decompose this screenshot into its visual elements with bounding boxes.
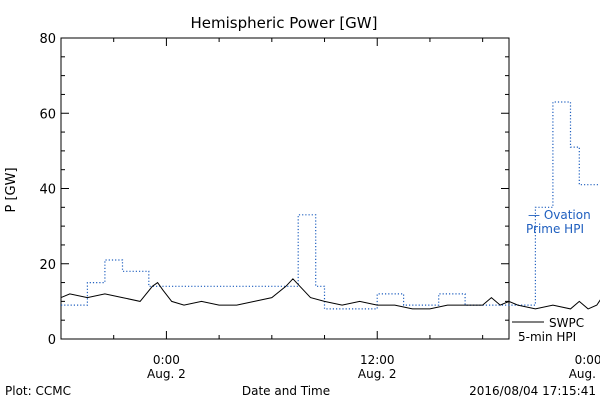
x-axis-label: Date and Time — [242, 384, 330, 398]
x-tick-time-label: 0:00 — [575, 353, 600, 367]
legend-ovation-line2: Prime HPI — [526, 222, 584, 236]
x-tick-time-label: 0:00 — [153, 353, 180, 367]
series-swpc-line — [60, 278, 600, 310]
y-axis-label: P [GW] — [4, 167, 19, 212]
x-tick-date-label: Aug. 3 — [569, 367, 600, 381]
y-tick-label: 80 — [39, 32, 56, 47]
chart-title: Hemispheric Power [GW] — [191, 14, 378, 32]
series-ovation-prime-line — [61, 101, 600, 310]
legend-swpc-line1: SWPC — [549, 316, 584, 330]
x-tick-time-label: 12:00 — [360, 353, 395, 367]
y-tick-label: 60 — [39, 107, 56, 122]
plot-area-frame — [60, 37, 510, 340]
y-axis: 0 20 40 60 80 — [39, 32, 509, 348]
y-tick-label: 40 — [39, 183, 56, 198]
y-tick-label: 0 — [48, 333, 56, 348]
legend-swpc-line2: 5-min HPI — [518, 330, 576, 344]
x-tick-date-label: Aug. 2 — [147, 367, 186, 381]
footer-plot-credit: Plot: CCMC — [5, 384, 71, 398]
y-tick-label: 20 — [39, 258, 56, 273]
legend-ovation-line1: — Ovation — [528, 208, 591, 222]
x-tick-date-label: Aug. 2 — [358, 367, 397, 381]
series-layer — [60, 101, 600, 310]
footer-timestamp: 2016/08/04 17:15:41 — [469, 384, 596, 398]
